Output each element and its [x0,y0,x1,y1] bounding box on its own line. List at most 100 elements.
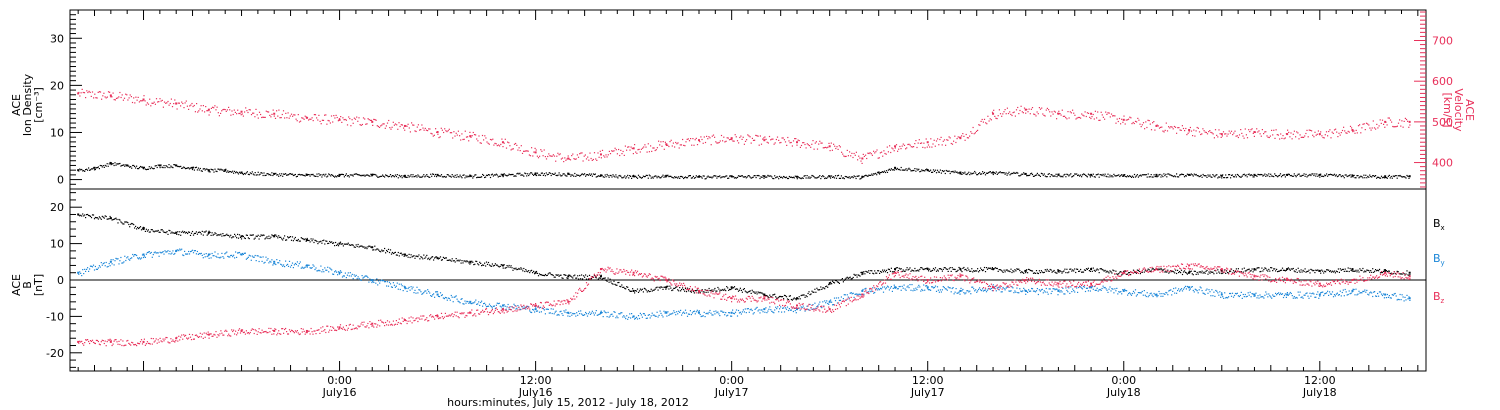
velocity-point [120,96,122,99]
velocity-point [1218,129,1220,131]
density-point [409,175,411,177]
density-point [466,176,468,178]
density-point [882,171,884,173]
velocity-point [910,146,912,148]
density-point [138,167,141,169]
velocity-point [833,143,835,145]
velocity-point [361,123,363,126]
by-point [474,301,476,303]
velocity-point [1169,127,1171,129]
bx-point [502,267,504,269]
density-point [147,168,149,170]
bx-point [1134,271,1137,273]
density-point [657,175,659,177]
velocity-point [142,100,144,102]
density-point [183,166,185,168]
bx-point [1048,270,1050,272]
density-point [770,175,772,177]
velocity-point [1279,138,1281,140]
by-point [258,260,260,263]
density-point [508,173,510,175]
density-point [1081,176,1083,178]
bx-point [309,241,311,243]
by-point [123,261,125,263]
by-point [390,286,393,288]
velocity-point [452,137,454,139]
bx-point [220,233,222,235]
velocity-point [475,134,477,136]
velocity-point [463,138,465,140]
velocity-point [748,135,750,137]
bx-point [579,274,581,277]
bx-point [766,295,768,297]
density-point [996,173,998,175]
bx-point [1067,272,1069,274]
by-point [606,316,608,318]
by-point [198,252,200,255]
velocity-point [1267,136,1269,138]
bx-anchor-point [305,238,308,241]
bx-point [153,231,155,233]
velocity-point [1085,115,1087,118]
b-tick-label: -10 [46,310,64,323]
bx-point [1105,271,1107,273]
density-point [1167,173,1169,175]
velocity-point [1043,114,1045,116]
density-point [747,175,749,177]
bx-point [103,217,105,219]
bx-point [278,235,280,237]
bx-point [208,230,210,232]
velocity-point [1112,115,1114,117]
bx-anchor-point [403,253,406,256]
velocity-point [225,110,227,112]
velocity-point [1228,130,1230,132]
density-point [956,171,958,173]
by-point [346,274,348,276]
density-point [1277,176,1279,178]
velocity-point [1389,119,1392,121]
bx-point [1118,272,1120,275]
density-point [387,176,390,178]
velocity-point [311,117,313,119]
velocity-point [1125,119,1127,121]
bx-point [1358,271,1360,273]
velocity-point [262,116,264,118]
by-point [410,286,412,288]
density-point [325,173,327,175]
velocity-point [1293,130,1295,132]
velocity-point [171,106,174,108]
density-point [411,176,413,178]
density-point [910,170,912,172]
by-point [137,257,139,259]
velocity-point [1136,121,1138,123]
velocity-point [563,161,565,163]
velocity-point [383,123,385,125]
density-point [281,173,283,175]
density-point [1033,175,1036,177]
velocity-point [185,100,187,102]
by-point [331,269,333,271]
bx-point [1035,270,1038,272]
by-point [368,281,370,283]
velocity-point [724,141,726,143]
velocity-point [228,106,230,108]
bx-point [697,292,699,294]
bx-point [531,269,533,271]
density-point [1253,176,1255,178]
density-point [1032,175,1035,177]
velocity-point [1017,106,1019,109]
velocity-point [1399,119,1401,121]
density-point [553,173,555,175]
density-point [502,176,504,178]
velocity-point [375,119,377,121]
bx-point [655,287,657,289]
density-point [1165,173,1167,175]
density-point [366,174,368,176]
by-point [646,317,648,319]
bx-point [517,268,519,270]
by-point [699,313,701,316]
density-point [730,175,732,177]
velocity-point [1200,133,1202,136]
velocity-point [284,117,286,119]
density-point [188,168,191,170]
